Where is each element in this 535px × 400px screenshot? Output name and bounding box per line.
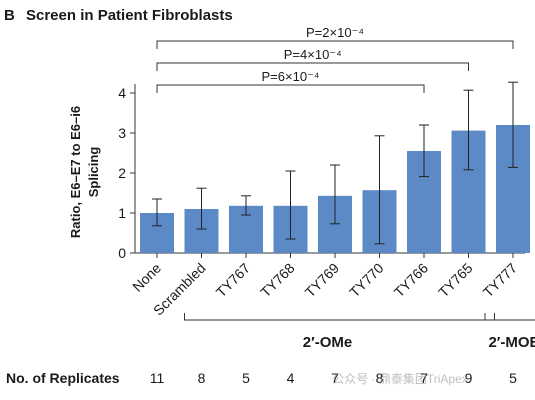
chart-title: Screen in Patient Fibroblasts [26, 7, 233, 24]
significance-label: P=2×10⁻⁴ [306, 25, 364, 40]
error-bars [152, 81, 518, 245]
x-tick-label: TY769 [302, 260, 343, 301]
replicate-count: 8 [376, 370, 384, 386]
x-tick-label: TY765 [435, 260, 476, 301]
group-brackets: 2′-OMe 2′-MOE [184, 313, 535, 351]
replicate-count: 7 [331, 370, 339, 386]
x-tick-label: TY770 [346, 260, 387, 301]
replicate-count: 9 [465, 370, 473, 386]
replicate-count: 8 [198, 370, 206, 386]
replicate-count: 5 [509, 370, 517, 386]
replicate-count: 5 [242, 370, 250, 386]
replicates-label: No. of Replicates [6, 370, 120, 386]
significance-label: P=4×10⁻⁴ [284, 47, 342, 62]
significance-bracket [156, 62, 469, 71]
y-axis-label-line1: Ratio, E6–E7 to E6–i6 [68, 106, 83, 238]
significance-label: P=6×10⁻⁴ [262, 69, 320, 84]
x-tick-label: TY767 [213, 260, 254, 301]
significance-bracket [156, 84, 425, 93]
replicate-count: 7 [420, 370, 428, 386]
x-tick-label: None [129, 260, 164, 295]
replicate-count: 11 [150, 370, 165, 386]
panel-letter: B [4, 7, 15, 24]
group-label: 2′-OMe [303, 334, 352, 351]
group-label: 2′-MOE [488, 334, 535, 351]
group-bracket [484, 313, 535, 321]
y-tick-label: 3 [118, 125, 126, 141]
y-tick-label: 4 [118, 85, 126, 101]
replicate-counts: 11 8 5 4 7 8 7 9 5 [150, 370, 517, 386]
y-axis-ticks: 0 1 2 3 4 [118, 85, 135, 261]
y-tick-label: 1 [118, 205, 126, 221]
watermark: 公众号 · 鼎泰集团TriApex [332, 371, 468, 386]
significance-bracket [156, 40, 514, 49]
replicate-count: 4 [287, 370, 295, 386]
y-tick-label: 0 [118, 245, 126, 261]
y-axis-label: Ratio, E6–E7 to E6–i6 Splicing [68, 106, 101, 238]
y-axis-label-line2: Splicing [86, 147, 101, 198]
significance-brackets: P=2×10⁻⁴ P=4×10⁻⁴ P=6×10⁻⁴ [156, 23, 514, 93]
x-tick-label: TY766 [391, 260, 432, 301]
x-tick-label: TY768 [257, 260, 298, 301]
group-bracket [184, 313, 495, 321]
y-tick-label: 2 [118, 165, 126, 181]
x-tick-label: TY777 [480, 260, 521, 301]
